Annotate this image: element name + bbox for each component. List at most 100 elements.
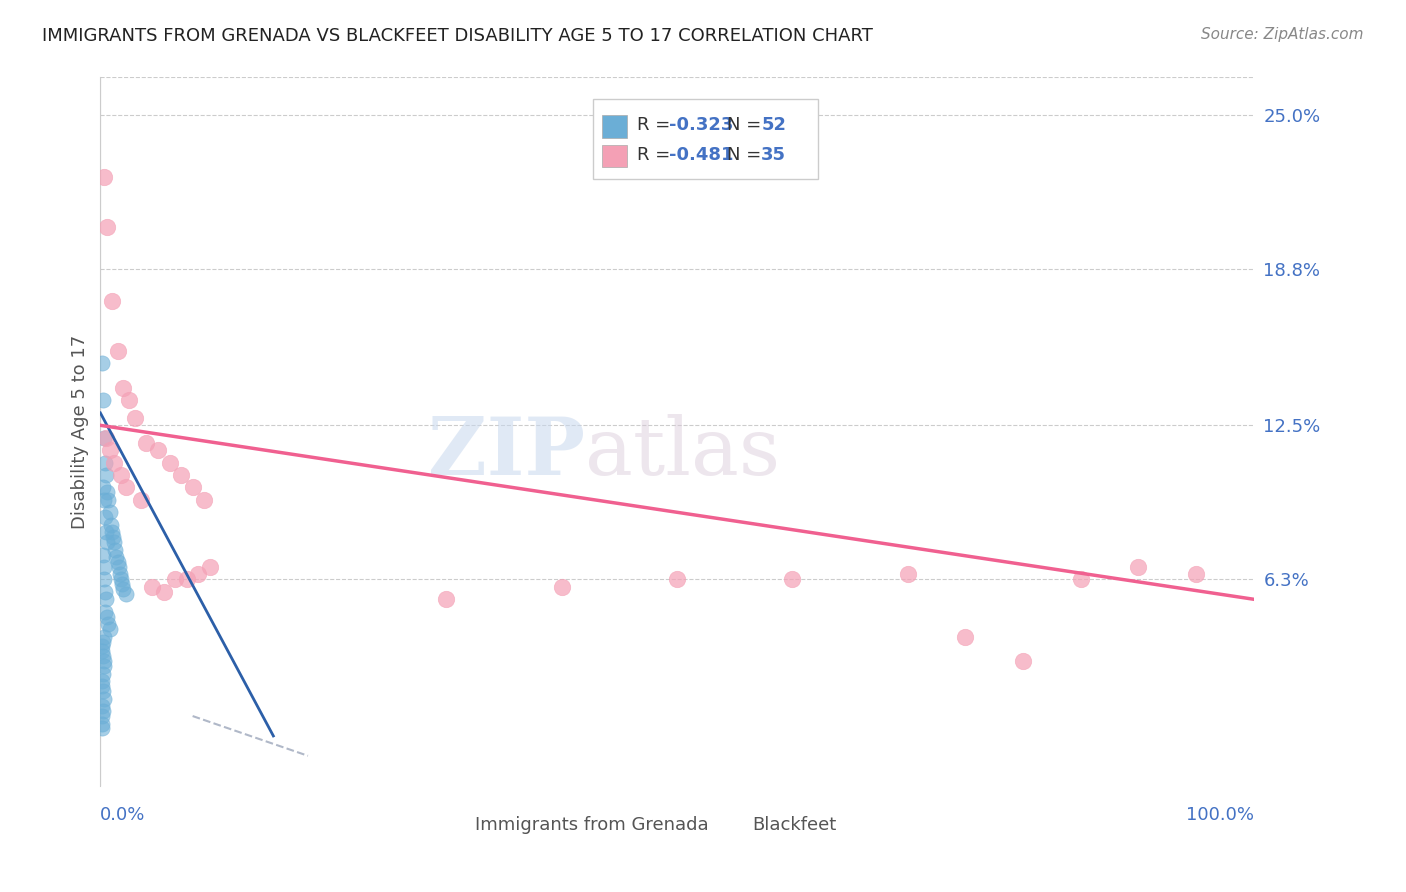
Point [434, 592, 457, 607]
Point [170, 468, 193, 483]
Point [94, 510, 117, 524]
Point [90, 674, 112, 689]
Point [114, 480, 136, 494]
Point [1070, 573, 1092, 587]
Point [93, 169, 115, 184]
Point [176, 573, 198, 587]
Point [93, 691, 115, 706]
Point [96, 219, 118, 234]
FancyBboxPatch shape [593, 99, 818, 178]
Point [103, 535, 125, 549]
Point [165, 573, 187, 587]
Point [93, 573, 115, 587]
Point [93, 560, 115, 574]
Point [94, 592, 117, 607]
Point [90, 716, 112, 731]
Point [107, 560, 129, 574]
Point [107, 555, 129, 569]
Point [141, 580, 163, 594]
Point [666, 573, 689, 587]
Point [93, 431, 115, 445]
Point [108, 567, 131, 582]
Point [101, 294, 124, 309]
Point [146, 443, 169, 458]
Point [107, 343, 129, 358]
Point [96, 535, 118, 549]
Point [187, 567, 209, 582]
Point [91, 684, 114, 698]
Point [98, 443, 121, 458]
Point [159, 456, 181, 470]
Point [124, 410, 146, 425]
Text: N =: N = [727, 145, 766, 163]
Point [90, 699, 112, 714]
Y-axis label: Disability Age 5 to 17: Disability Age 5 to 17 [72, 334, 89, 529]
Point [94, 605, 117, 619]
Text: -0.323: -0.323 [669, 116, 734, 134]
Point [104, 542, 127, 557]
Point [98, 622, 121, 636]
Point [94, 525, 117, 540]
Point [1012, 654, 1035, 668]
Point [181, 480, 204, 494]
Point [94, 584, 117, 599]
Text: IMMIGRANTS FROM GRENADA VS BLACKFEET DISABILITY AGE 5 TO 17 CORRELATION CHART: IMMIGRANTS FROM GRENADA VS BLACKFEET DIS… [42, 27, 873, 45]
Point [782, 573, 804, 587]
Point [96, 609, 118, 624]
Text: 35: 35 [761, 145, 786, 163]
Point [93, 654, 115, 668]
Text: Immigrants from Grenada: Immigrants from Grenada [475, 815, 709, 833]
Point [90, 722, 112, 736]
Text: atlas: atlas [585, 414, 780, 491]
Point [90, 709, 112, 723]
Point [91, 649, 114, 664]
Point [96, 485, 118, 500]
Point [551, 580, 574, 594]
Text: R =: R = [637, 145, 676, 163]
Point [97, 617, 120, 632]
Point [93, 492, 115, 507]
Point [98, 505, 121, 519]
Point [955, 630, 977, 644]
Point [105, 549, 128, 564]
Point [97, 492, 120, 507]
Point [111, 577, 134, 591]
Point [94, 468, 117, 483]
Point [91, 634, 114, 648]
FancyBboxPatch shape [717, 816, 742, 834]
Text: 0.0%: 0.0% [100, 805, 146, 823]
FancyBboxPatch shape [602, 115, 627, 137]
Point [118, 393, 141, 408]
Text: Blackfeet: Blackfeet [752, 815, 837, 833]
Point [101, 525, 124, 540]
Point [90, 644, 112, 658]
Point [193, 492, 215, 507]
Point [129, 492, 152, 507]
Point [90, 679, 112, 693]
Text: 100.0%: 100.0% [1185, 805, 1254, 823]
FancyBboxPatch shape [440, 816, 465, 834]
Point [90, 640, 112, 654]
Point [91, 704, 114, 718]
Point [94, 456, 117, 470]
Text: ZIP: ZIP [427, 414, 585, 491]
Point [101, 530, 124, 544]
Point [1128, 560, 1150, 574]
Point [91, 480, 114, 494]
Point [198, 560, 221, 574]
Point [103, 456, 125, 470]
Point [112, 582, 135, 597]
Text: -0.481: -0.481 [669, 145, 734, 163]
Point [897, 567, 920, 582]
Text: Source: ZipAtlas.com: Source: ZipAtlas.com [1201, 27, 1364, 42]
Point [135, 435, 157, 450]
Text: R =: R = [637, 116, 676, 134]
Point [93, 630, 115, 644]
Point [152, 584, 174, 599]
Point [90, 356, 112, 370]
Point [110, 468, 132, 483]
Point [114, 587, 136, 601]
Text: 52: 52 [761, 116, 786, 134]
Point [100, 517, 122, 532]
Point [94, 431, 117, 445]
